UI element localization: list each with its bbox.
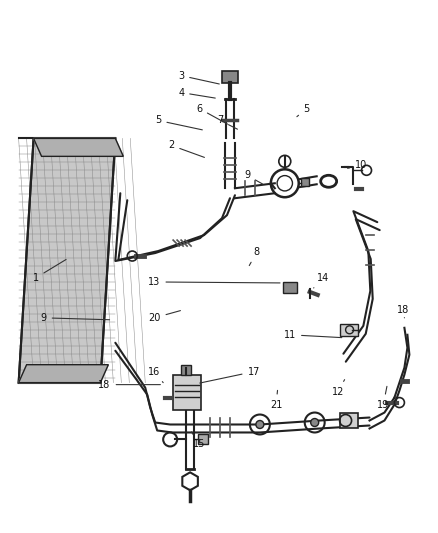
Text: 3: 3 xyxy=(178,70,219,84)
Text: 19: 19 xyxy=(377,386,389,409)
Text: 9: 9 xyxy=(244,170,262,184)
Polygon shape xyxy=(19,139,115,383)
Bar xyxy=(339,324,357,336)
Text: 16: 16 xyxy=(148,367,163,383)
Text: 11: 11 xyxy=(284,330,342,340)
Text: 1: 1 xyxy=(32,260,66,283)
Text: 20: 20 xyxy=(148,311,180,323)
Text: 10: 10 xyxy=(348,160,367,171)
Text: 21: 21 xyxy=(270,390,282,409)
Text: 2: 2 xyxy=(168,140,205,157)
Bar xyxy=(198,434,208,445)
Text: 17: 17 xyxy=(200,367,260,383)
Text: 5: 5 xyxy=(155,116,202,130)
Polygon shape xyxy=(19,365,108,383)
Bar xyxy=(339,413,357,429)
Polygon shape xyxy=(34,139,124,156)
Text: 18: 18 xyxy=(397,305,410,318)
Text: 14: 14 xyxy=(314,273,330,288)
Text: 4: 4 xyxy=(178,87,215,98)
Text: 9: 9 xyxy=(41,313,110,323)
Polygon shape xyxy=(19,365,108,383)
Bar xyxy=(301,178,309,186)
Text: 8: 8 xyxy=(249,247,260,265)
Circle shape xyxy=(256,421,264,429)
Bar xyxy=(181,365,191,375)
Bar xyxy=(283,282,297,293)
Text: 5: 5 xyxy=(297,103,310,117)
Text: 15: 15 xyxy=(191,432,205,449)
Text: 7: 7 xyxy=(217,116,237,129)
Text: 13: 13 xyxy=(148,277,280,287)
Bar xyxy=(173,375,201,409)
Text: 12: 12 xyxy=(332,379,345,397)
Bar xyxy=(222,71,238,83)
Circle shape xyxy=(311,418,319,426)
Text: 18: 18 xyxy=(99,379,160,390)
Polygon shape xyxy=(34,139,124,156)
Text: 6: 6 xyxy=(196,103,227,124)
